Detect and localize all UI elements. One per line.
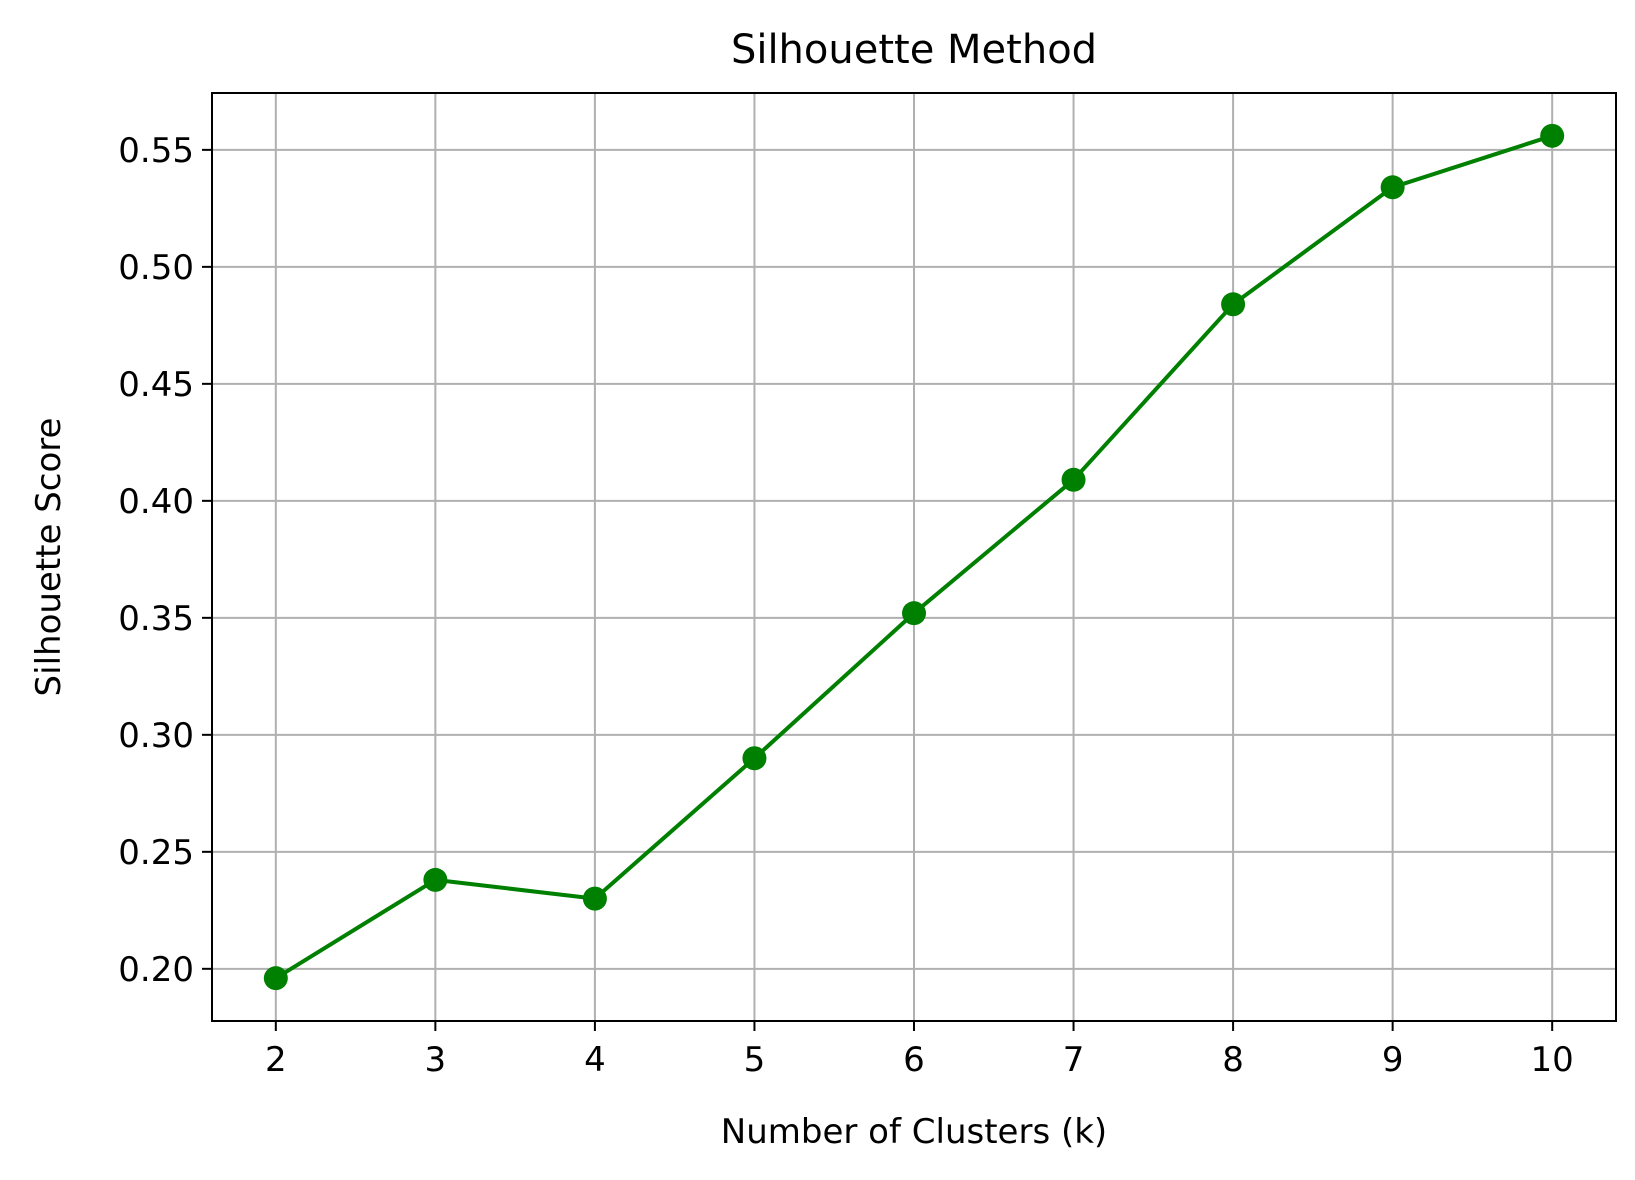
x-tick-label: 9 — [1382, 1040, 1404, 1080]
data-point — [1380, 175, 1405, 200]
x-tick-label: 6 — [903, 1040, 925, 1080]
y-tick-label: 0.25 — [118, 833, 194, 873]
data-point — [742, 746, 767, 771]
y-tick-label: 0.55 — [118, 131, 194, 171]
y-tick-label: 0.40 — [118, 482, 194, 522]
x-axis-label: Number of Clusters (k) — [721, 1112, 1107, 1152]
x-tick-label: 5 — [744, 1040, 766, 1080]
x-tick-label: 7 — [1063, 1040, 1085, 1080]
chart-title: Silhouette Method — [731, 27, 1097, 73]
x-tick-label: 10 — [1531, 1040, 1574, 1080]
y-tick-label: 0.30 — [118, 716, 194, 756]
x-tick-label: 2 — [265, 1040, 287, 1080]
series-markers — [263, 123, 1565, 991]
y-tick-label: 0.35 — [118, 599, 194, 639]
y-tick-label: 0.20 — [118, 950, 194, 990]
x-tick-label: 8 — [1222, 1040, 1244, 1080]
x-tick-label: 3 — [425, 1040, 447, 1080]
y-axis-label: Silhouette Score — [29, 418, 69, 697]
y-axis-ticks: 0.20 0.25 0.30 0.35 0.40 0.45 0.50 0.55 — [118, 131, 212, 990]
data-point — [1221, 292, 1246, 317]
data-point — [1061, 467, 1086, 492]
data-point — [423, 867, 448, 892]
data-point — [582, 886, 607, 911]
x-tick-label: 4 — [584, 1040, 606, 1080]
y-tick-label: 0.45 — [118, 365, 194, 405]
data-point — [902, 601, 926, 626]
data-point — [1540, 123, 1565, 148]
grid — [212, 93, 1616, 1021]
data-point — [263, 966, 288, 991]
y-tick-label: 0.50 — [118, 248, 194, 288]
x-axis-ticks: 2 3 4 5 6 7 8 9 10 — [265, 1021, 1574, 1080]
